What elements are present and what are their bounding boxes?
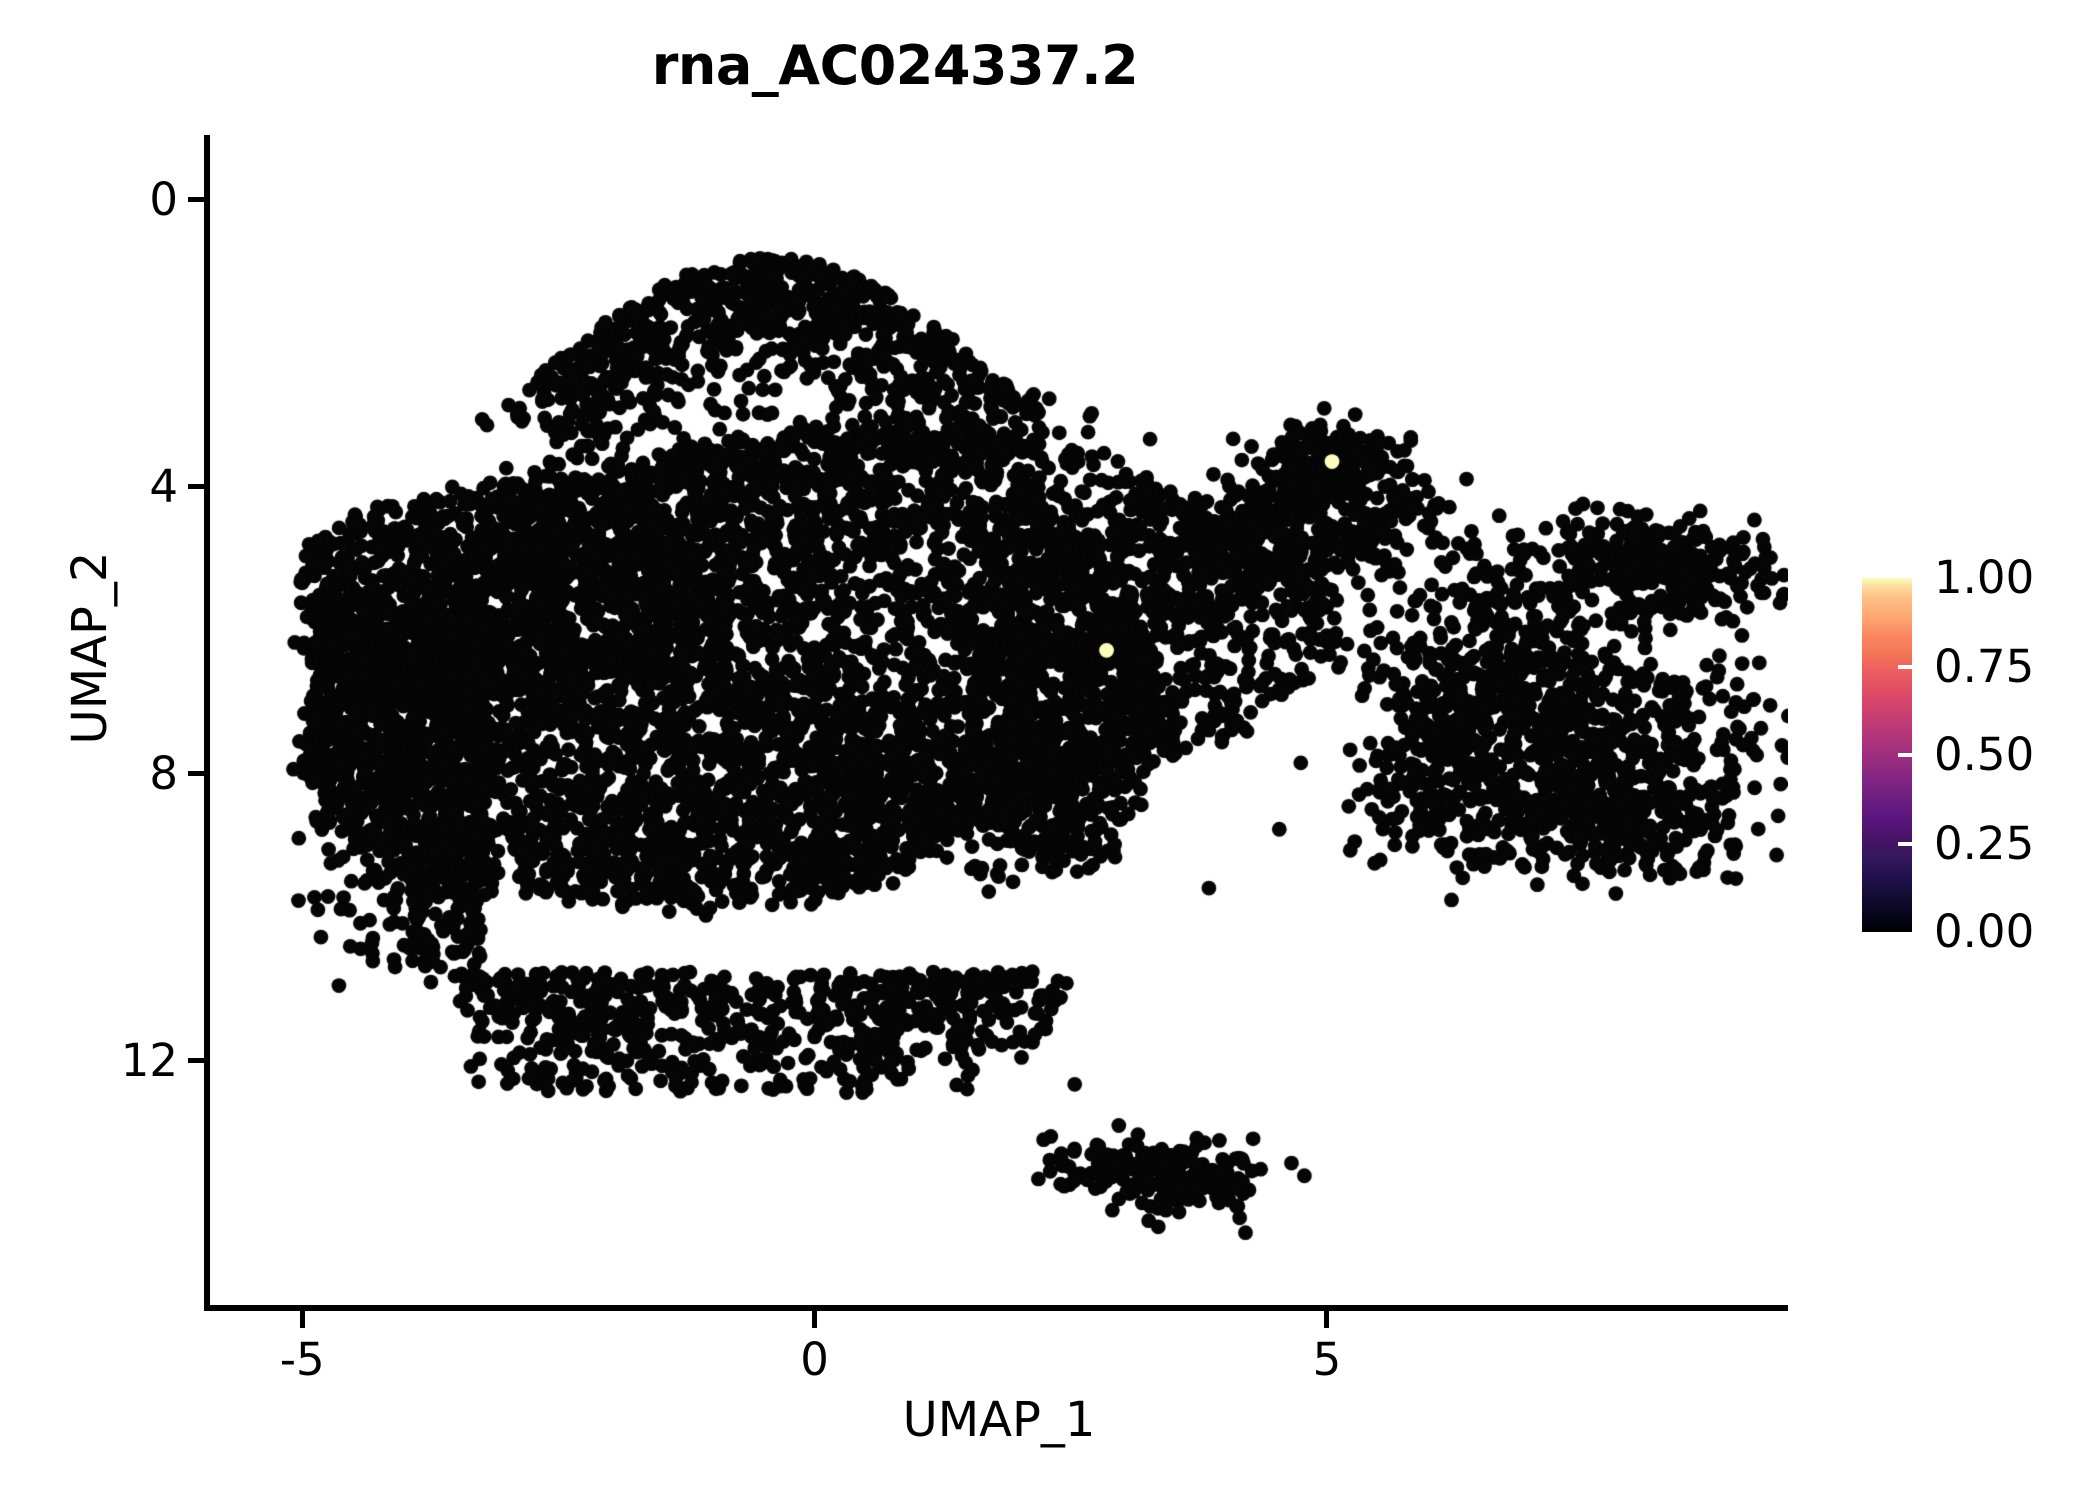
x-axis-spine	[204, 1305, 1788, 1311]
x-tick-mark	[812, 1311, 818, 1328]
x-tick-label: 5	[1312, 1333, 1342, 1386]
y-tick-label: 4	[149, 459, 178, 513]
plot-area	[210, 135, 1788, 1305]
y-axis-spine	[204, 135, 210, 1311]
y-tick-mark	[188, 197, 204, 203]
page-title: rna_AC024337.2	[651, 34, 1139, 97]
y-tick-mark	[188, 771, 204, 777]
colorbar-tick-label: 0.25	[1934, 816, 2035, 870]
colorbar-tick-label: 0.50	[1934, 728, 2035, 781]
colorbar-tick-mark	[1898, 753, 1914, 757]
colorbar-tick-mark	[1898, 841, 1914, 846]
x-tick-label: 0	[800, 1333, 829, 1386]
colorbar-tick-label: 0.00	[1934, 905, 2035, 958]
colorbar-tick-label: 0.75	[1934, 639, 2035, 693]
y-tick-label: 12	[120, 1033, 178, 1087]
colorbar: 1.00 0.75 0.50 0.25 0.00	[1862, 555, 2100, 954]
x-tick-label: -5	[279, 1333, 325, 1386]
y-tick-mark	[188, 1058, 204, 1064]
y-axis-label: UMAP_2	[62, 551, 118, 745]
y-tick-mark	[188, 484, 204, 490]
y-tick-label: 8	[149, 746, 178, 800]
x-tick-mark	[1324, 1311, 1330, 1328]
colorbar-tick-mark	[1898, 664, 1914, 669]
x-tick-mark	[299, 1311, 305, 1328]
scatter-plot	[210, 135, 1788, 1305]
y-tick-label: 0	[149, 172, 178, 226]
x-axis-label: UMAP_1	[902, 1392, 1096, 1448]
colorbar-tick-label: 1.00	[1934, 551, 2035, 604]
